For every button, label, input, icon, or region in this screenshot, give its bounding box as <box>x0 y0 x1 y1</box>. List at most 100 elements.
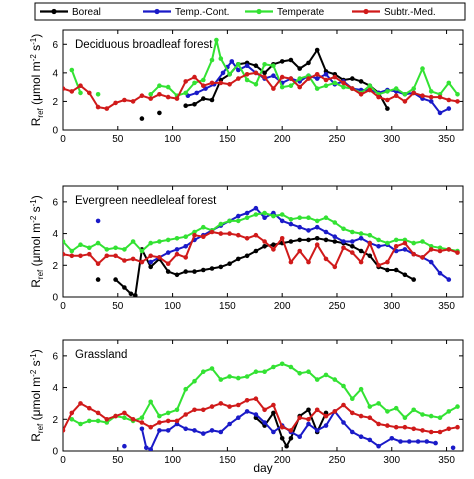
data-point-subtr-med <box>63 86 66 91</box>
data-point-temperate <box>104 420 110 425</box>
data-point-temp-cont <box>314 428 320 433</box>
data-point-subtr-med <box>236 402 241 408</box>
data-point-subtr-med <box>139 93 145 98</box>
data-point-temp-cont <box>244 210 250 216</box>
y-tick-label: 6 <box>52 351 58 362</box>
data-point-temperate <box>192 229 197 235</box>
data-point-boreal <box>128 291 134 297</box>
data-point-subtr-med <box>157 255 162 260</box>
data-point-temp-cont <box>407 439 412 444</box>
data-point-subtr-med <box>157 420 162 425</box>
data-point-temp-cont <box>148 259 153 265</box>
data-point-subtr-med <box>323 256 329 262</box>
data-point-boreal <box>358 79 364 84</box>
data-point-subtr-med <box>244 236 250 241</box>
x-tick-label: 100 <box>164 455 181 466</box>
data-point-boreal <box>367 253 373 259</box>
data-point-temperate <box>78 242 83 247</box>
data-point-boreal <box>201 96 206 101</box>
data-point-subtr-med <box>78 401 83 406</box>
data-point-subtr-med <box>279 74 285 80</box>
data-point-boreal <box>288 436 294 441</box>
series-line-temperate <box>63 212 458 252</box>
data-point-subtr-med <box>139 420 145 425</box>
data-point-temperate <box>244 215 250 220</box>
data-point-boreal <box>262 70 267 76</box>
y-tick-label: 2 <box>52 261 58 272</box>
data-point-subtr-med <box>227 82 232 87</box>
data-point-subtr-med <box>227 404 232 409</box>
data-point-subtr-med <box>104 417 110 422</box>
data-point-boreal <box>113 277 118 282</box>
series-group <box>63 37 460 121</box>
data-point-temperate <box>411 240 417 246</box>
panel-deciduous-broadleaf-forest: 0 50 100 150 200 250 300 350 0 2 4 6 Deciduous broad… <box>29 29 464 145</box>
data-point-subtr-med <box>376 94 381 100</box>
data-point-boreal <box>306 407 311 413</box>
data-point-subtr-med <box>122 97 127 103</box>
data-point-temp-cont <box>157 428 162 433</box>
data-point-subtr-med <box>165 261 171 267</box>
panel-title: Deciduous broadleaf forest <box>75 39 213 51</box>
data-point-temperate <box>218 221 224 227</box>
data-point-temperate <box>227 72 232 77</box>
data-point-temperate <box>393 86 399 91</box>
data-point-subtr-med <box>341 402 346 408</box>
data-point-subtr-med <box>455 250 460 255</box>
data-point-subtr-med <box>122 258 127 263</box>
data-point-temp-cont <box>148 447 153 451</box>
data-point-subtr-med <box>253 232 259 238</box>
y-tick-label: 4 <box>52 383 58 394</box>
data-point-boreal <box>209 97 215 103</box>
y-tick-label: 6 <box>52 197 58 208</box>
data-point-subtr-med <box>271 247 276 252</box>
data-point-temperate <box>148 399 153 405</box>
data-point-temp-cont <box>450 445 456 451</box>
data-point-subtr-med <box>130 99 136 104</box>
x-tick-label: 200 <box>274 301 291 312</box>
data-point-subtr-med <box>314 407 320 413</box>
data-point-temperate <box>157 413 162 419</box>
data-point-temperate <box>279 212 285 217</box>
data-point-temperate <box>174 407 180 413</box>
data-point-temperate <box>244 374 250 379</box>
data-point-temperate <box>236 218 241 224</box>
data-point-temperate <box>95 92 101 97</box>
data-point-boreal <box>306 237 311 243</box>
data-point-boreal <box>227 261 232 267</box>
data-point-temperate <box>201 369 206 375</box>
data-point-temp-cont <box>433 440 438 446</box>
data-point-temp-cont <box>279 218 285 224</box>
data-point-temperate <box>253 369 259 375</box>
data-point-subtr-med <box>306 76 311 81</box>
data-point-temperate <box>214 37 219 43</box>
data-point-temperate <box>411 86 417 91</box>
data-point-subtr-med <box>87 90 92 96</box>
data-point-temperate <box>428 413 434 419</box>
data-point-temperate <box>279 361 285 367</box>
data-point-subtr-med <box>437 248 443 254</box>
data-point-boreal <box>350 76 355 81</box>
data-point-temperate <box>262 62 267 67</box>
legend-label-subtr-med: Subtr.-Med. <box>384 7 436 18</box>
data-point-temperate <box>165 410 171 416</box>
data-point-subtr-med <box>288 428 294 433</box>
data-point-boreal <box>236 256 241 262</box>
legend-label-temperate: Temperate <box>277 7 325 18</box>
data-point-temperate <box>367 232 373 238</box>
data-point-temp-cont <box>209 428 215 433</box>
data-point-subtr-med <box>367 240 373 246</box>
data-point-subtr-med <box>113 413 118 419</box>
data-point-subtr-med <box>139 259 145 265</box>
data-point-temp-cont <box>122 443 127 449</box>
data-point-boreal <box>133 293 138 297</box>
data-point-boreal <box>323 237 329 243</box>
data-point-subtr-med <box>446 426 452 432</box>
data-point-temperate <box>402 237 408 243</box>
data-point-temp-cont <box>341 420 346 425</box>
data-point-subtr-med <box>183 255 188 260</box>
data-point-subtr-med <box>455 424 460 430</box>
data-point-subtr-med <box>157 92 162 97</box>
data-point-temperate <box>165 237 171 243</box>
